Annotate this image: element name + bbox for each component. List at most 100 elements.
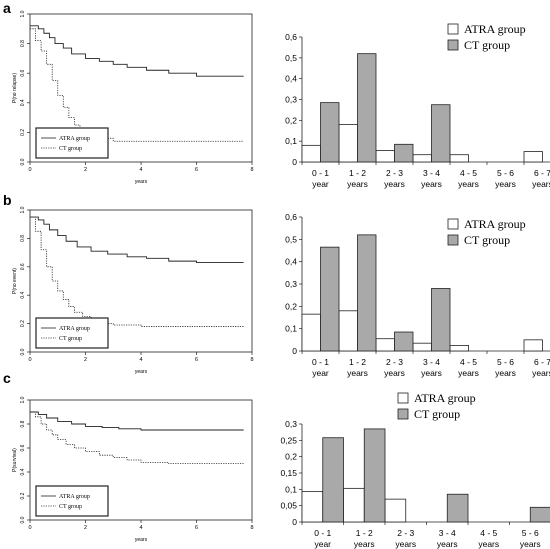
km-legend-box [35,127,109,159]
charts-layer: 0.0 0.2 0.4 0.6 0.8 1.0 0 2 4 6 8 years P(no relapse… [12,10,550,549]
x-tick-label: 6 [195,357,198,363]
km-legend-label: ATRA group [59,494,90,500]
x-tick-label: 6 [195,525,198,531]
bar-ct [363,428,386,523]
category-label-unit: years [437,539,458,549]
y-tick-label: 0,1 [285,484,297,494]
chart-a-line: 0.0 0.2 0.4 0.6 0.8 1.0 0 2 4 6 8 years P(no relapse… [12,10,254,185]
category-label: 6 - 7 [534,357,550,367]
category-label: 5 - 6 [497,168,514,178]
x-tick-label: 2 [84,167,87,173]
y-axis-label: P(no event) [12,268,18,294]
x-axis-label: years [135,369,148,375]
y-tick-label: 0,5 [285,234,297,244]
bar-ct [357,53,377,163]
bar-atra [412,342,432,352]
category-label: 3 - 4 [423,168,440,178]
panel-letter-b: b [3,192,12,208]
y-tick-label: 0.2 [20,320,26,327]
bar-ct [431,104,451,163]
category-label-unit: years [495,179,516,189]
y-tick-label: 0,05 [280,501,297,511]
bar-atra [343,487,365,523]
category-label-unit: years [495,368,516,378]
y-tick-label: 0.4 [20,468,26,475]
bar-atra [301,313,321,352]
y-tick-label: 0,25 [280,435,297,445]
category-label: 0 - 1 [314,528,331,538]
legend-label: CT group [464,233,510,247]
bar-ct [320,246,340,352]
category-label-unit: year [312,179,329,189]
y-tick-label: 0,4 [285,74,297,84]
y-tick-label: 0.6 [20,263,26,270]
y-tick-label: 0.0 [20,348,26,355]
category-label-unit: years [421,179,442,189]
category-label: 3 - 4 [423,357,440,367]
bar-ct [394,143,414,163]
y-tick-label: 0.4 [20,292,26,299]
category-label-unit: years [532,179,550,189]
category-label-unit: years [532,368,550,378]
y-tick-label: 0,1 [285,136,297,146]
y-tick-label: 1.0 [20,10,26,17]
legend-label: CT group [414,407,460,421]
legend-swatch-ct [447,234,459,246]
category-label-unit: years [347,179,368,189]
category-label-unit: years [354,539,375,549]
category-label: 6 - 7 [534,168,550,178]
category-label-unit: years [395,539,416,549]
y-tick-label: 0.0 [20,516,26,523]
legend-label: ATRA group [464,22,526,36]
km-curve-ct [30,411,244,464]
bar-atra [449,154,469,163]
category-label-unit: years [421,368,442,378]
category-label-unit: year [312,368,329,378]
bar-atra [412,154,432,163]
y-tick-label: 0,3 [285,95,297,105]
x-tick-label: 4 [139,525,142,531]
x-tick-label: 2 [84,525,87,531]
y-tick-label: 0.4 [20,99,26,106]
y-tick-label: 0,2 [285,115,297,125]
y-tick-label: 0 [292,517,297,527]
legend-swatch-ct [447,39,459,51]
category-label: 4 - 5 [460,168,477,178]
category-label-unit: years [347,368,368,378]
category-label: 4 - 5 [460,357,477,367]
x-tick-label: 0 [28,357,31,363]
y-tick-label: 0,6 [285,212,297,222]
category-label-unit: years [520,539,541,549]
legend-swatch-atra [447,218,459,230]
y-tick-label: 0,2 [285,452,297,462]
x-axis-label: years [135,179,148,185]
category-label: 2 - 3 [397,528,414,538]
panel-letter-a: a [3,0,11,16]
chart-b-line: 0.0 0.2 0.4 0.6 0.8 1.0 0 2 4 6 8 years P(no event) A… [12,206,254,375]
y-tick-label: 0.2 [20,492,26,499]
km-legend-label: ATRA group [59,136,90,142]
bar-atra [523,151,543,163]
y-tick-label: 1.0 [20,396,26,403]
category-label-unit: years [458,368,479,378]
y-axis-label: P(survival) [12,448,18,472]
bar-atra [375,150,395,163]
chart-c-line: 0.0 0.2 0.4 0.6 0.8 1.0 0 2 4 6 8 years P(survival) A… [12,396,254,543]
category-label: 2 - 3 [386,168,403,178]
km-curve-ct [30,216,244,327]
bar-ct [394,331,414,352]
km-legend-label: CT group [59,336,82,342]
x-tick-label: 0 [28,525,31,531]
x-tick-label: 6 [195,167,198,173]
km-legend-label: ATRA group [59,326,90,332]
bar-atra [523,339,543,352]
km-legend-label: CT group [59,146,82,152]
x-tick-label: 8 [250,525,253,531]
x-tick-label: 8 [250,167,253,173]
km-legend-box [35,485,109,517]
bar-ct [322,437,344,523]
category-label-unit: years [384,179,405,189]
category-label: 1 - 2 [349,168,366,178]
